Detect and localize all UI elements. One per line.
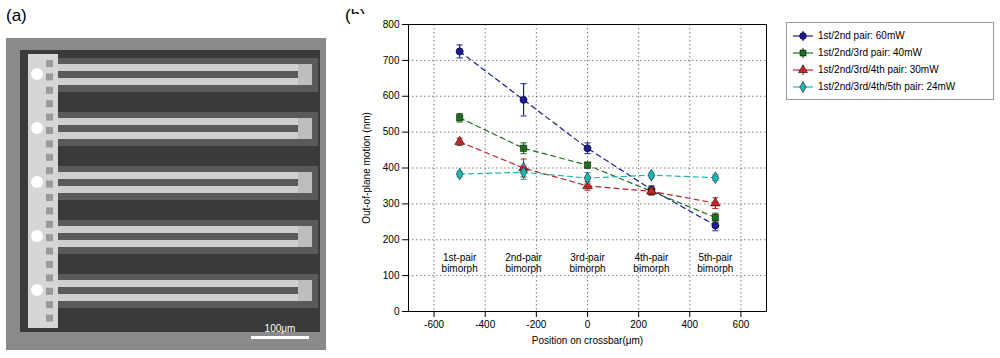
svg-text:500: 500	[383, 126, 400, 137]
svg-text:400: 400	[383, 162, 400, 173]
html-text:(b): (b)	[345, 6, 366, 25]
svg-text:0: 0	[394, 306, 400, 317]
html-text:1st/2nd/3rd/4th/5th pair: 24mW: 1st/2nd/3rd/4th/5th pair: 24mW	[818, 81, 956, 92]
svg-text:3rd-pairbimorph: 3rd-pairbimorph	[569, 252, 605, 275]
svg-text:1st-pairbimorph: 1st-pairbimorph	[442, 252, 478, 275]
svg-text:200: 200	[383, 234, 400, 245]
html-text:1st/2nd/3rd/4th pair: 30mW: 1st/2nd/3rd/4th pair: 30mW	[818, 64, 939, 75]
svg-text:-200: -200	[526, 319, 546, 330]
svg-text:600: 600	[383, 90, 400, 101]
svg-text:600: 600	[733, 319, 750, 330]
svg-text:100μm: 100μm	[265, 323, 296, 334]
html-text:1st/2nd pair: 60mW: 1st/2nd pair: 60mW	[818, 30, 905, 41]
svg-text:4th-pairbimorph: 4th-pairbimorph	[633, 252, 669, 275]
svg-text:Out-of-plane motion (nm): Out-of-plane motion (nm)	[361, 112, 372, 224]
svg-text:-600: -600	[424, 319, 444, 330]
svg-text:200: 200	[630, 319, 647, 330]
svg-text:800: 800	[383, 19, 400, 30]
svg-text:700: 700	[383, 55, 400, 66]
svg-text:400: 400	[681, 319, 698, 330]
html-text:1st/2nd/3rd pair: 40mW: 1st/2nd/3rd pair: 40mW	[818, 47, 922, 58]
svg-text:300: 300	[383, 198, 400, 209]
svg-text:-400: -400	[475, 319, 495, 330]
svg-text:100: 100	[383, 270, 400, 281]
svg-text:0: 0	[585, 319, 591, 330]
svg-text:2nd-pairbimorph: 2nd-pairbimorph	[505, 252, 542, 275]
svg-text:Position on crossbar(μm): Position on crossbar(μm)	[532, 335, 643, 346]
html-text:(a): (a)	[6, 6, 27, 25]
svg-text:5th-pairbimorph: 5th-pairbimorph	[697, 252, 733, 275]
